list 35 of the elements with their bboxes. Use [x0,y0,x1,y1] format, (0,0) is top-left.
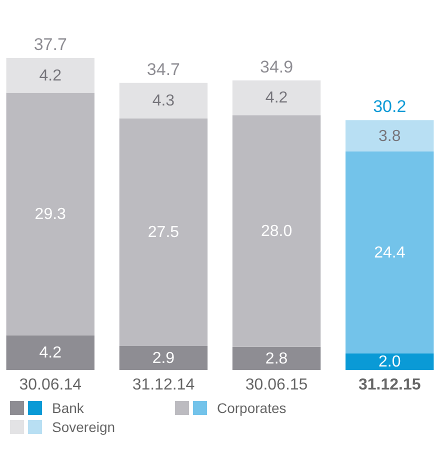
data-label: 2.0 [378,354,401,371]
total-label: 34.9 [260,57,294,76]
bar [232,346,321,370]
data-label: 29.3 [34,206,66,223]
data-label: 2.9 [152,350,175,367]
bar [346,152,434,354]
x-tick-label: 31.12.15 [358,376,421,394]
legend-label: Corporates [217,400,286,416]
data-label: 2.8 [265,350,288,368]
x-tick-label: 31.12.14 [132,376,195,394]
data-label: 4.2 [39,344,62,362]
bar [232,80,321,116]
legend-label: Bank [52,400,84,416]
total-label: 37.7 [34,35,67,54]
x-tick-label: 30.06.15 [245,376,308,394]
total-label: 30.2 [373,97,406,116]
data-label: 24.4 [374,244,406,262]
data-label: 4.2 [39,67,62,84]
legend-label: Sovereign [52,418,116,434]
data-label: 4.3 [152,92,175,110]
data-label: 27.5 [148,224,180,242]
bar [6,58,94,93]
data-label: 3.8 [378,128,401,145]
total-label: 34.7 [146,60,180,79]
bar [232,115,321,347]
data-label: 4.2 [265,90,288,107]
data-label: 28.0 [260,222,292,240]
bar [6,92,94,336]
bar [6,335,94,370]
x-tick-label: 30.06.14 [19,376,82,394]
bar [346,120,434,152]
bar [119,82,208,118]
bar [346,353,434,370]
bar [119,346,208,370]
bar [119,118,208,346]
